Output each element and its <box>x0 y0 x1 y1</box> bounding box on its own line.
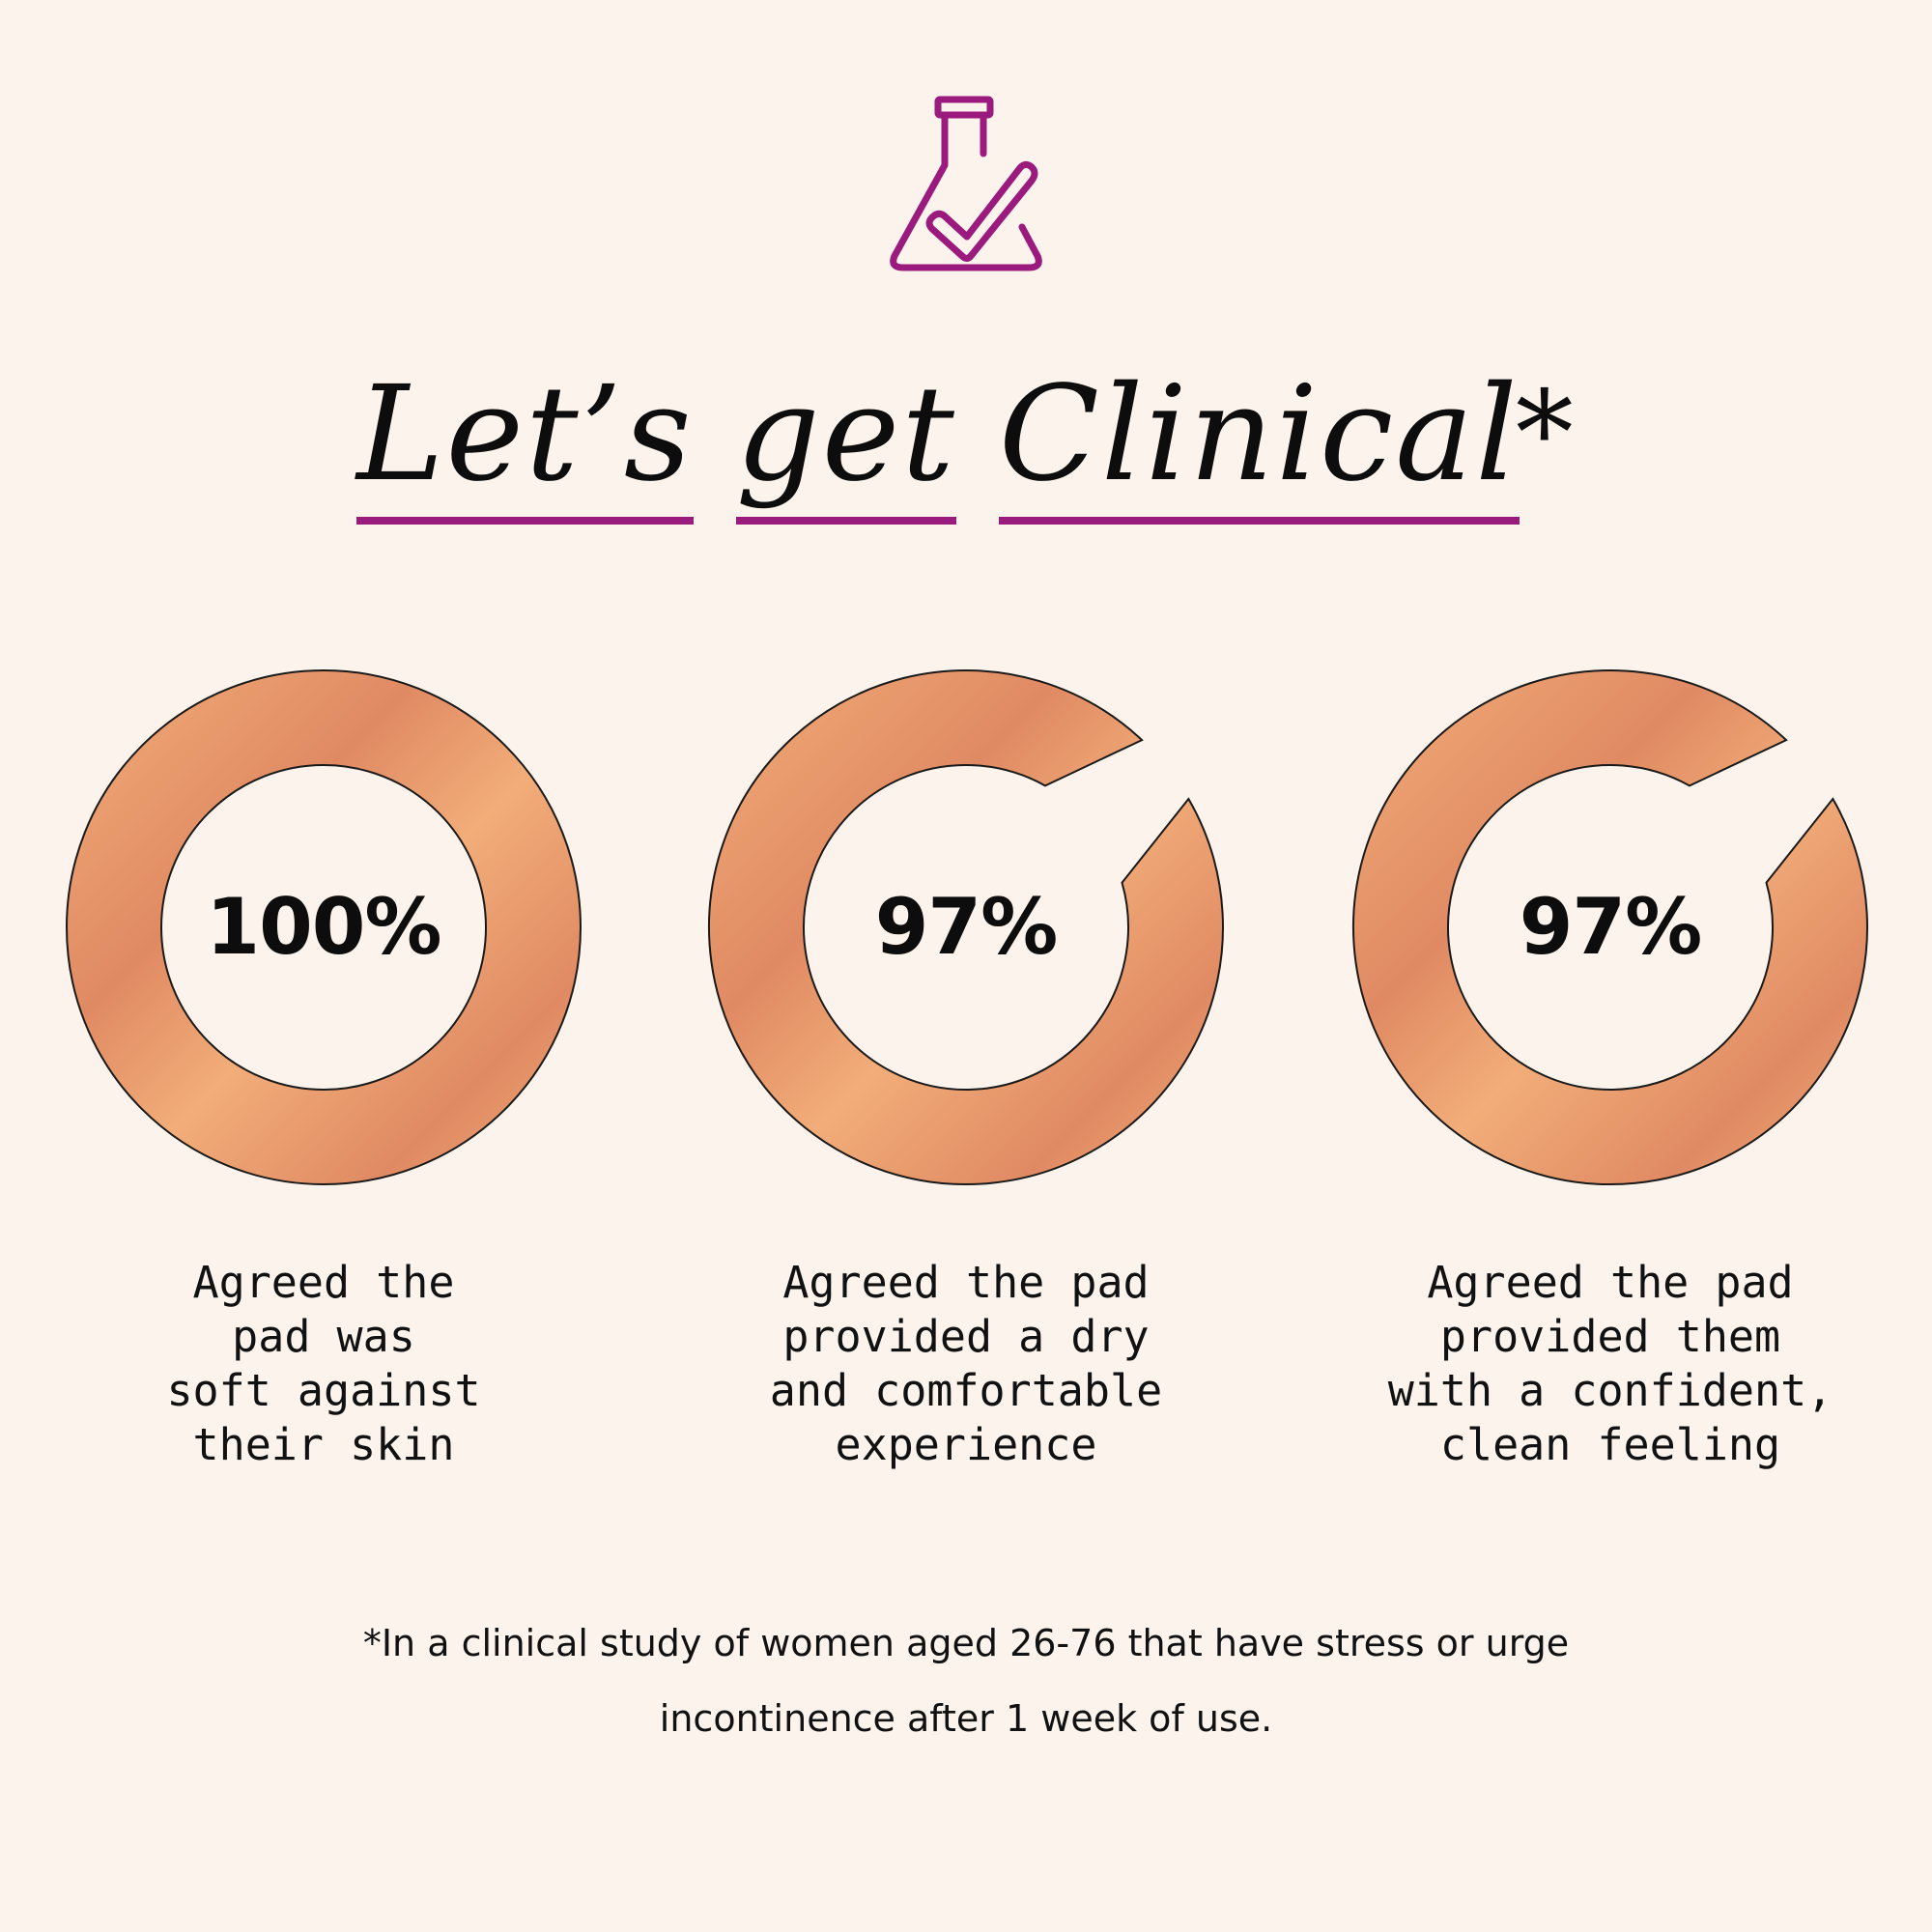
headline: Let’s get Clinical* <box>0 362 1932 525</box>
flask-check-icon <box>890 96 1042 271</box>
donut-caption: Agreed the pad provided them with a conf… <box>1387 1257 1833 1470</box>
donut-value-label: 100% <box>206 882 441 972</box>
headline-word: Clinical <box>998 362 1520 525</box>
headline-word: Let’s <box>356 362 694 525</box>
headline-asterisk: * <box>1515 367 1576 501</box>
headline-word: get <box>735 362 956 525</box>
donut-caption: Agreed the pad provided a dry and comfor… <box>769 1257 1163 1470</box>
donut-arc <box>1352 669 1868 1185</box>
donut-caption: Agreed the pad was soft against their sk… <box>166 1257 481 1470</box>
donut-value-label: 97% <box>1519 882 1702 972</box>
donut-value-label: 97% <box>874 882 1058 972</box>
donut-arc <box>708 669 1224 1185</box>
donut-chart-1: 100% <box>53 657 594 1198</box>
donut-chart-2: 97% <box>696 657 1236 1198</box>
donut-arc <box>66 668 582 1186</box>
footnote: *In a clinical study of women aged 26-76… <box>362 1622 1570 1740</box>
donut-chart-3: 97% <box>1340 657 1881 1198</box>
